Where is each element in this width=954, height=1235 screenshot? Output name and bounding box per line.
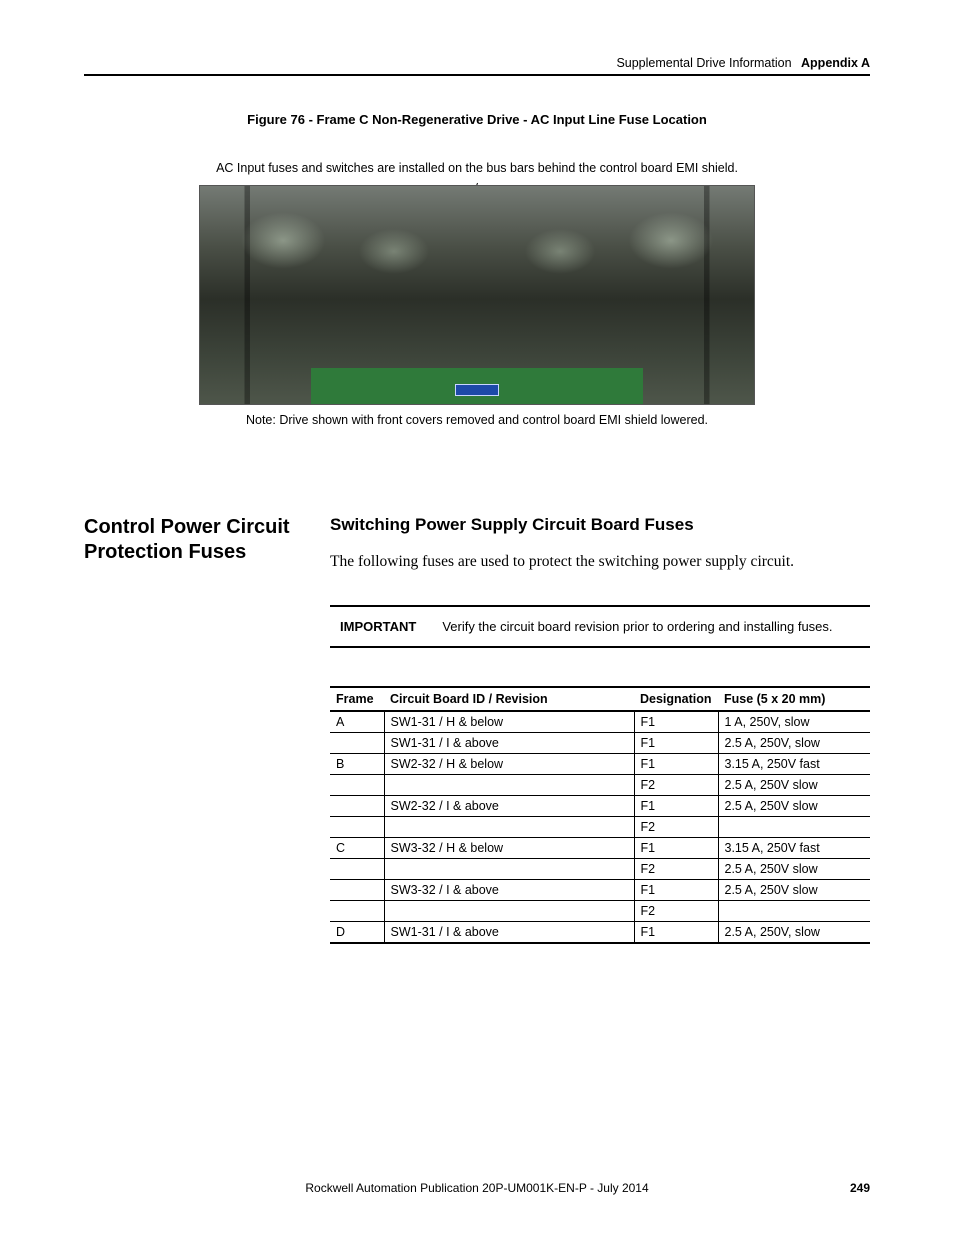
important-label: IMPORTANT — [340, 619, 416, 634]
header-section: Supplemental Drive Information — [616, 56, 791, 70]
cell-fuse: 2.5 A, 250V slow — [718, 859, 870, 880]
table-row: A SW1-31 / H & below F1 1 A, 250V, slow — [330, 711, 870, 733]
cell-desig: F2 — [634, 817, 718, 838]
cell-frame: D — [330, 922, 384, 944]
cell-desig: F1 — [634, 838, 718, 859]
header-appendix: Appendix A — [801, 56, 870, 70]
subsection-heading: Switching Power Supply Circuit Board Fus… — [330, 515, 870, 535]
cell-board: SW2-32 / H & below — [384, 754, 634, 775]
cell-desig: F2 — [634, 859, 718, 880]
cell-fuse: 2.5 A, 250V, slow — [718, 733, 870, 754]
important-text: Verify the circuit board revision prior … — [442, 619, 832, 634]
page-footer: Rockwell Automation Publication 20P-UM00… — [84, 1181, 870, 1195]
table-row: SW2-32 / I & above F1 2.5 A, 250V slow — [330, 796, 870, 817]
body-paragraph: The following fuses are used to protect … — [330, 553, 870, 571]
th-designation: Designation — [634, 687, 718, 711]
table-row: F2 — [330, 901, 870, 922]
figure-note: Note: Drive shown with front covers remo… — [84, 413, 870, 427]
cell-desig: F1 — [634, 733, 718, 754]
cell-desig: F1 — [634, 796, 718, 817]
table-row: F2 2.5 A, 250V slow — [330, 775, 870, 796]
cell-desig: F1 — [634, 754, 718, 775]
th-fuse: Fuse (5 x 20 mm) — [718, 687, 870, 711]
cell-frame: B — [330, 754, 384, 775]
figure-photo-block — [199, 185, 755, 405]
cell-board: SW1-31 / H & below — [384, 711, 634, 733]
table-row: D SW1-31 / I & above F1 2.5 A, 250V, slo… — [330, 922, 870, 944]
cell-board: SW3-32 / H & below — [384, 838, 634, 859]
table-row: F2 2.5 A, 250V slow — [330, 859, 870, 880]
cell-fuse: 2.5 A, 250V slow — [718, 775, 870, 796]
figure-title: Figure 76 - Frame C Non-Regenerative Dri… — [84, 112, 870, 127]
table-row: F2 — [330, 817, 870, 838]
th-board: Circuit Board ID / Revision — [384, 687, 634, 711]
cell-board: SW3-32 / I & above — [384, 880, 634, 901]
th-frame: Frame — [330, 687, 384, 711]
cell-fuse: 2.5 A, 250V slow — [718, 880, 870, 901]
fuse-table: Frame Circuit Board ID / Revision Design… — [330, 686, 870, 944]
cell-frame: C — [330, 838, 384, 859]
page-header: Supplemental Drive Information Appendix … — [84, 56, 870, 76]
table-header-row: Frame Circuit Board ID / Revision Design… — [330, 687, 870, 711]
cell-frame: A — [330, 711, 384, 733]
table-row: B SW2-32 / H & below F1 3.15 A, 250V fas… — [330, 754, 870, 775]
table-row: SW3-32 / I & above F1 2.5 A, 250V slow — [330, 880, 870, 901]
cell-fuse: 3.15 A, 250V fast — [718, 754, 870, 775]
cell-board: SW1-31 / I & above — [384, 733, 634, 754]
cell-board: SW1-31 / I & above — [384, 922, 634, 944]
cell-fuse: 1 A, 250V, slow — [718, 711, 870, 733]
hardware-photo — [199, 185, 755, 405]
cell-desig: F2 — [634, 901, 718, 922]
table-row: C SW3-32 / H & below F1 3.15 A, 250V fas… — [330, 838, 870, 859]
cell-fuse: 2.5 A, 250V slow — [718, 796, 870, 817]
table-row: SW1-31 / I & above F1 2.5 A, 250V, slow — [330, 733, 870, 754]
important-callout: IMPORTANT Verify the circuit board revis… — [330, 605, 870, 648]
section-side-heading: Control Power Circuit Protection Fuses — [84, 515, 294, 565]
cell-fuse: 2.5 A, 250V, slow — [718, 922, 870, 944]
cell-board: SW2-32 / I & above — [384, 796, 634, 817]
cell-desig: F1 — [634, 880, 718, 901]
cell-fuse: 3.15 A, 250V fast — [718, 838, 870, 859]
cell-frame-empty — [330, 733, 384, 754]
cell-desig: F2 — [634, 775, 718, 796]
footer-publication: Rockwell Automation Publication 20P-UM00… — [124, 1181, 830, 1195]
cell-desig: F1 — [634, 711, 718, 733]
figure-caption-top: AC Input fuses and switches are installe… — [84, 161, 870, 175]
cell-desig: F1 — [634, 922, 718, 944]
footer-page-number: 249 — [830, 1181, 870, 1195]
